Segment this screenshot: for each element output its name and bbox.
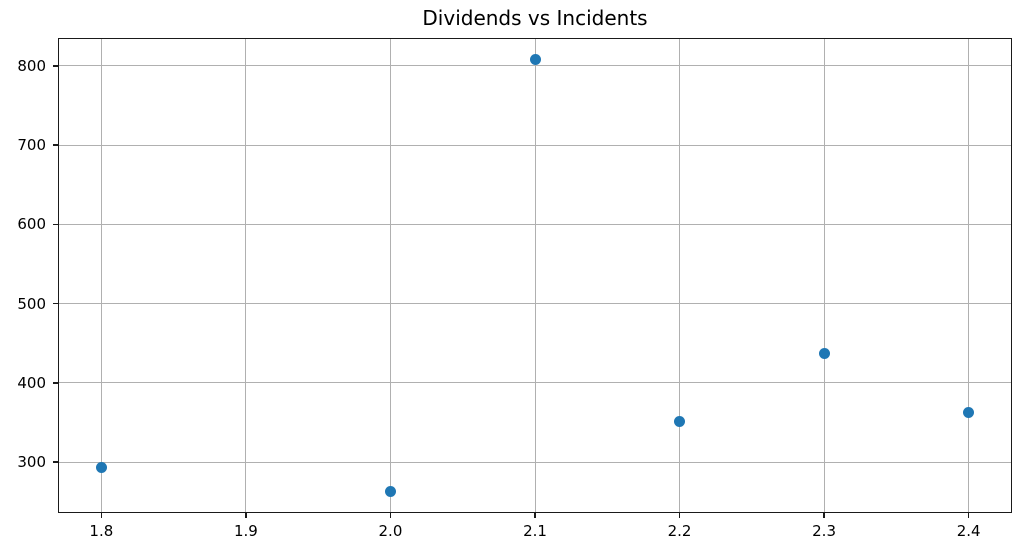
gridline-vertical	[534, 38, 536, 513]
x-tick-label: 2.2	[667, 522, 692, 540]
x-axis-tick	[534, 513, 536, 518]
y-axis-tick	[53, 144, 58, 146]
y-axis-tick	[53, 302, 58, 305]
x-tick-label: 1.9	[233, 522, 258, 540]
data-point	[963, 407, 975, 419]
y-axis-tick	[53, 461, 58, 463]
gridline-vertical	[245, 38, 247, 513]
y-axis-tick	[53, 382, 58, 384]
y-tick-label: 600	[17, 215, 46, 234]
gridline-horizontal	[58, 65, 1012, 67]
gridline-vertical	[679, 38, 681, 513]
chart-title: Dividends vs Incidents	[422, 6, 648, 30]
gridline-horizontal	[58, 223, 1012, 225]
gridline-vertical	[100, 38, 102, 513]
y-tick-label: 300	[17, 453, 46, 472]
x-axis-tick	[967, 513, 970, 518]
plot-area	[58, 38, 1012, 513]
x-axis-tick	[245, 513, 247, 518]
gridline-horizontal	[58, 144, 1012, 146]
data-point	[529, 54, 541, 66]
y-axis-tick	[53, 65, 58, 67]
gridline-horizontal	[58, 303, 1012, 305]
x-axis-tick	[823, 513, 825, 518]
gridline-horizontal	[58, 382, 1012, 384]
x-axis-tick	[100, 513, 103, 518]
gridline-vertical	[968, 38, 970, 513]
x-axis-tick	[389, 513, 392, 518]
x-tick-label: 2.1	[523, 522, 547, 540]
x-tick-label: 2.4	[956, 522, 981, 540]
y-tick-label: 700	[17, 136, 46, 155]
data-point	[95, 462, 107, 474]
gridline-horizontal	[58, 461, 1012, 463]
y-axis-tick	[53, 223, 58, 226]
data-point	[818, 348, 830, 360]
gridline-vertical	[823, 38, 825, 513]
data-point	[384, 485, 396, 497]
y-tick-label: 400	[17, 373, 46, 392]
y-tick-label: 800	[17, 56, 46, 75]
data-point	[674, 416, 686, 428]
x-axis-tick	[678, 513, 681, 518]
y-tick-label: 500	[17, 294, 46, 313]
x-tick-label: 2.0	[378, 522, 403, 540]
x-tick-label: 1.8	[89, 522, 114, 540]
gridline-vertical	[389, 38, 391, 513]
x-tick-label: 2.3	[812, 522, 836, 540]
